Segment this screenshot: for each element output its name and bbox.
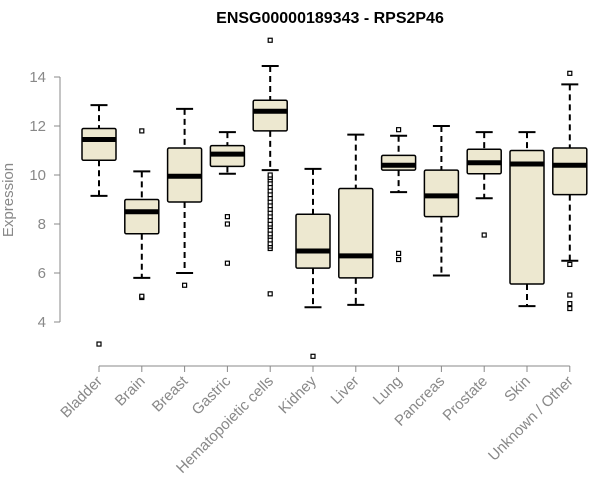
plot-area	[81, 37, 588, 359]
outlier-point	[396, 256, 402, 263]
y-axis-label: Expression	[0, 163, 17, 237]
outlier-point	[396, 250, 402, 256]
iqr-box	[124, 198, 160, 235]
outlier-point	[224, 214, 230, 220]
outlier-point	[481, 232, 487, 238]
y-tick-label: 10	[29, 167, 46, 184]
outlier-point	[139, 293, 145, 299]
outlier-point	[567, 301, 573, 307]
x-tick-label: Skin	[501, 373, 534, 406]
chart-title: ENSG00000189343 - RPS2P46	[216, 10, 444, 27]
outlier-point	[267, 37, 273, 43]
y-tick-label: 12	[29, 118, 46, 135]
outlier-point	[396, 127, 402, 133]
y-tick-label: 8	[38, 216, 46, 233]
outlier-point	[267, 291, 273, 297]
box-breast	[166, 107, 203, 288]
outlier-point	[182, 282, 188, 288]
iqr-box	[295, 213, 331, 269]
outlier-point	[567, 305, 573, 312]
box-gastric	[209, 131, 246, 266]
outlier-point	[567, 261, 573, 268]
outlier-point	[267, 172, 273, 178]
outlier-point	[139, 128, 145, 134]
box-unknown-other	[552, 70, 588, 312]
iqr-box	[338, 187, 374, 279]
iqr-box	[81, 127, 117, 162]
box-pancreas	[423, 125, 460, 277]
box-bladder	[81, 104, 117, 347]
x-tick-label: Prostate	[439, 373, 491, 425]
outlier-point	[310, 353, 316, 359]
iqr-box	[252, 99, 288, 132]
y-tick-label: 14	[29, 69, 46, 86]
box-brain	[124, 128, 160, 301]
x-tick-label: Brain	[112, 373, 149, 410]
outlier-point	[567, 70, 573, 76]
y-tick-label: 4	[38, 314, 46, 331]
iqr-box	[509, 149, 545, 285]
y-tick-label: 6	[38, 265, 46, 282]
iqr-box	[552, 147, 588, 196]
x-tick-label: Liver	[328, 373, 363, 408]
x-tick-label: Breast	[149, 372, 192, 415]
box-lung	[380, 127, 417, 263]
x-tick-label: Bladder	[57, 373, 106, 422]
box-prostate	[466, 131, 502, 238]
box-skin	[509, 131, 545, 308]
outlier-point	[224, 260, 230, 266]
box-liver	[338, 133, 374, 306]
outlier-point	[224, 221, 230, 227]
outlier-point	[96, 341, 102, 347]
box-kidney	[295, 167, 331, 359]
box-hematopoietic-cells	[252, 37, 288, 297]
outlier-point	[567, 292, 573, 298]
y-axis: 4 6 8 10 12 14	[29, 69, 61, 331]
x-tick-label: Kidney	[275, 372, 320, 417]
x-tick-label: Lung	[370, 373, 406, 409]
